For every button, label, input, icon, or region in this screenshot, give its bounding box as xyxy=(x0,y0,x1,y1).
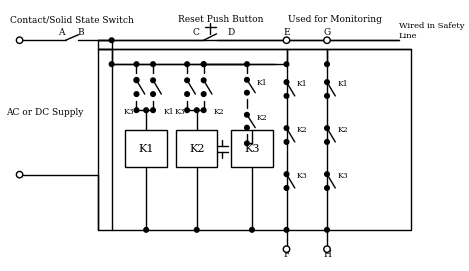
Text: C: C xyxy=(193,28,200,37)
Circle shape xyxy=(201,92,206,96)
Circle shape xyxy=(284,80,289,84)
Text: K3: K3 xyxy=(174,108,185,116)
Circle shape xyxy=(284,172,289,176)
Circle shape xyxy=(324,246,330,252)
Text: K1: K1 xyxy=(257,79,268,86)
Text: K3: K3 xyxy=(337,172,348,180)
Text: K2: K2 xyxy=(337,127,348,134)
Text: K3: K3 xyxy=(124,108,135,116)
Circle shape xyxy=(195,108,199,112)
Text: Contact/Solid State Switch: Contact/Solid State Switch xyxy=(10,15,134,24)
Circle shape xyxy=(201,62,206,66)
Circle shape xyxy=(16,37,23,43)
Circle shape xyxy=(250,228,254,232)
Circle shape xyxy=(134,108,139,112)
Circle shape xyxy=(284,126,289,130)
Circle shape xyxy=(325,140,329,144)
Bar xyxy=(176,130,218,167)
Circle shape xyxy=(151,108,155,112)
Circle shape xyxy=(185,108,189,112)
Circle shape xyxy=(144,108,149,112)
Circle shape xyxy=(284,93,289,98)
Circle shape xyxy=(151,78,155,83)
Circle shape xyxy=(109,62,114,66)
Circle shape xyxy=(325,228,329,232)
Text: AC or DC Supply: AC or DC Supply xyxy=(6,108,83,117)
Circle shape xyxy=(245,78,249,82)
Circle shape xyxy=(325,186,329,190)
Circle shape xyxy=(185,92,189,96)
Circle shape xyxy=(245,141,249,146)
Circle shape xyxy=(134,62,139,66)
Circle shape xyxy=(134,92,139,96)
Text: K1: K1 xyxy=(163,108,174,116)
Circle shape xyxy=(325,126,329,130)
Text: K3: K3 xyxy=(296,172,307,180)
Circle shape xyxy=(134,78,139,82)
Text: E: E xyxy=(283,28,290,37)
Text: K2: K2 xyxy=(214,108,225,116)
Text: F: F xyxy=(283,250,290,259)
Circle shape xyxy=(245,91,249,95)
Circle shape xyxy=(201,62,206,66)
Text: Wired in Safety
Line: Wired in Safety Line xyxy=(399,22,464,40)
Circle shape xyxy=(185,62,189,66)
Text: A: A xyxy=(58,28,64,37)
Bar xyxy=(231,130,272,167)
Text: K1: K1 xyxy=(337,80,348,88)
Text: G: G xyxy=(324,28,331,37)
Circle shape xyxy=(284,228,289,232)
Text: K2: K2 xyxy=(189,144,204,154)
Text: Reset Push Button: Reset Push Button xyxy=(178,15,264,24)
Circle shape xyxy=(151,62,155,66)
Circle shape xyxy=(283,246,290,252)
Circle shape xyxy=(201,78,206,83)
Circle shape xyxy=(151,92,155,96)
Circle shape xyxy=(325,62,329,66)
Circle shape xyxy=(283,37,290,43)
Circle shape xyxy=(324,37,330,43)
Circle shape xyxy=(134,78,139,83)
Circle shape xyxy=(325,93,329,98)
Circle shape xyxy=(144,228,149,232)
Circle shape xyxy=(245,125,249,130)
Bar xyxy=(125,130,167,167)
Text: K1: K1 xyxy=(296,80,307,88)
Circle shape xyxy=(185,78,189,83)
Circle shape xyxy=(245,62,249,66)
Circle shape xyxy=(325,80,329,84)
Circle shape xyxy=(245,112,249,117)
Circle shape xyxy=(109,38,114,43)
Circle shape xyxy=(284,140,289,144)
Bar xyxy=(98,49,411,230)
Circle shape xyxy=(284,62,289,66)
Circle shape xyxy=(195,228,199,232)
Text: D: D xyxy=(227,28,235,37)
Circle shape xyxy=(16,171,23,178)
Text: Used for Monitoring: Used for Monitoring xyxy=(288,15,382,24)
Circle shape xyxy=(325,172,329,176)
Circle shape xyxy=(201,108,206,112)
Text: K1: K1 xyxy=(138,144,154,154)
Text: K2: K2 xyxy=(257,114,268,122)
Text: H: H xyxy=(323,250,331,259)
Text: K3: K3 xyxy=(244,144,260,154)
Text: B: B xyxy=(78,28,84,37)
Circle shape xyxy=(284,186,289,190)
Text: K2: K2 xyxy=(296,127,307,134)
